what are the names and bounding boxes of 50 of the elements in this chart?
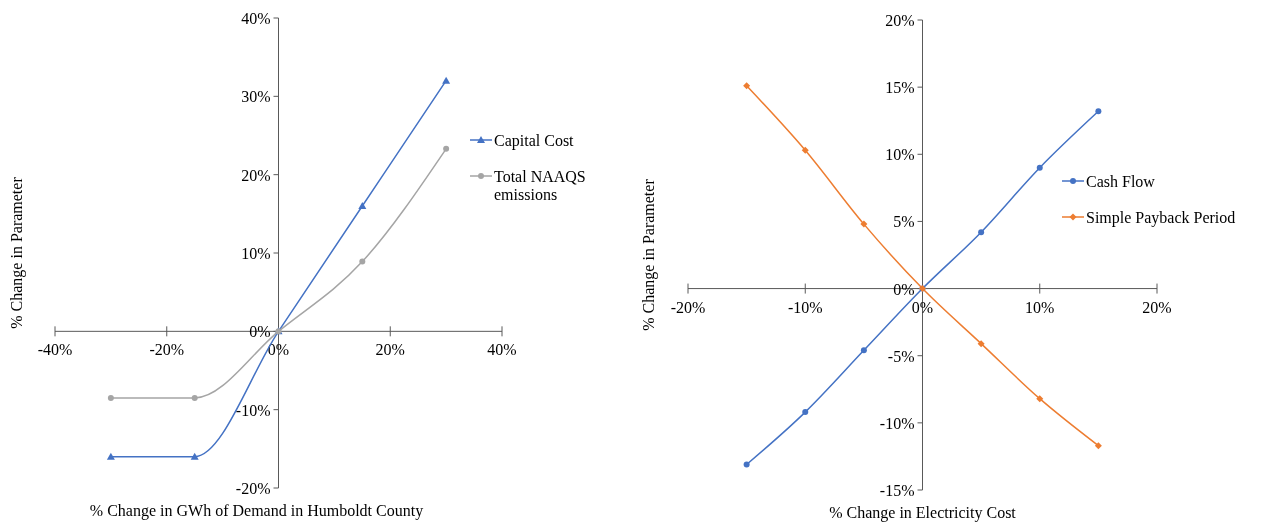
x-tick-label: -10%	[787, 298, 823, 316]
point	[191, 394, 198, 401]
point	[106, 452, 115, 460]
x-tick-label: -40%	[37, 341, 73, 359]
x-axis-title: % Change in Electricity Cost	[829, 504, 1017, 522]
y-tick-label: -15%	[879, 482, 915, 499]
x-tick-label: -20%	[149, 341, 185, 359]
y-tick-label: 10%	[241, 245, 271, 262]
point	[1036, 395, 1044, 403]
x-tick-label: -20%	[670, 298, 706, 316]
x-tick-label: 20%	[375, 341, 405, 359]
point	[978, 229, 985, 236]
y-tick-label: 0%	[249, 323, 271, 341]
point	[743, 82, 751, 90]
y-tick-label: 40%	[241, 10, 271, 27]
x-tick-label: 40%	[487, 341, 517, 359]
x-tick-label: 10%	[1025, 298, 1055, 316]
point	[743, 461, 750, 468]
y-tick-label: 5%	[893, 213, 915, 231]
y-axis-title: % Change in Parameter	[8, 176, 26, 329]
legend-label: Total NAAQS emissions	[494, 168, 586, 203]
x-axis-title: % Change in GWh of Demand in Humboldt County	[89, 502, 424, 520]
y-tick-label: 15%	[885, 79, 915, 97]
point	[860, 347, 867, 354]
y-tick-label: -20%	[235, 480, 271, 497]
point	[1095, 108, 1102, 115]
y-tick-label: -10%	[879, 414, 915, 432]
y-tick-label: -5%	[887, 347, 915, 365]
point	[443, 145, 450, 152]
y-tick-label: 20%	[885, 12, 915, 29]
point	[860, 220, 868, 228]
point	[977, 340, 985, 348]
y-axis-title: % Change in Parameter	[640, 178, 658, 331]
legend-label: Capital Cost	[494, 132, 575, 150]
point	[801, 146, 809, 154]
point	[802, 409, 809, 416]
y-tick-label: 20%	[241, 166, 271, 184]
point	[1036, 164, 1043, 171]
y-tick-label: 30%	[241, 88, 271, 106]
x-tick-label: 20%	[1142, 298, 1172, 316]
point	[358, 202, 367, 209]
legend-label: Cash Flow	[1086, 173, 1156, 190]
point	[1094, 442, 1102, 450]
point	[107, 394, 114, 401]
y-tick-label: 10%	[885, 146, 915, 164]
point	[359, 258, 366, 265]
legend-label: Simple Payback Period	[1086, 209, 1236, 227]
point	[442, 76, 451, 84]
y-tick-label: -10%	[235, 401, 271, 419]
point	[190, 452, 199, 460]
